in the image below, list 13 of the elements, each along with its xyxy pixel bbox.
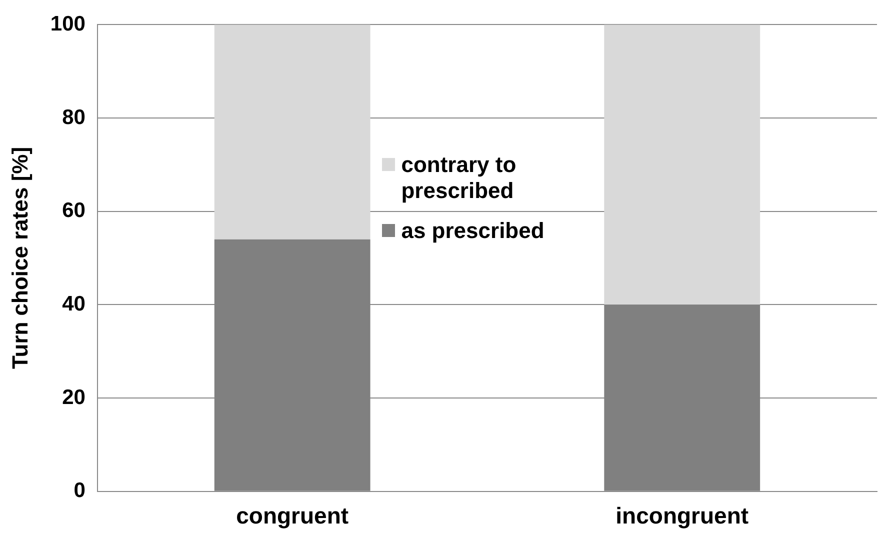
legend-label: contrary to prescribed — [401, 152, 518, 204]
y-tick-label: 100 — [50, 12, 86, 36]
y-axis-title: Turn choice rates [%] — [7, 146, 32, 370]
y-tick-label: 80 — [62, 106, 86, 129]
y-tick-label: 0 — [74, 479, 86, 502]
y-tick-label: 20 — [62, 386, 86, 409]
bar — [604, 24, 760, 305]
legend-label: as prescribed — [401, 218, 544, 244]
x-tick-label: congruent — [236, 502, 349, 529]
y-tick-label: 40 — [62, 292, 86, 316]
bar — [214, 24, 370, 240]
x-tick-label: incongruent — [616, 502, 749, 529]
y-tick-label: 60 — [62, 199, 86, 222]
